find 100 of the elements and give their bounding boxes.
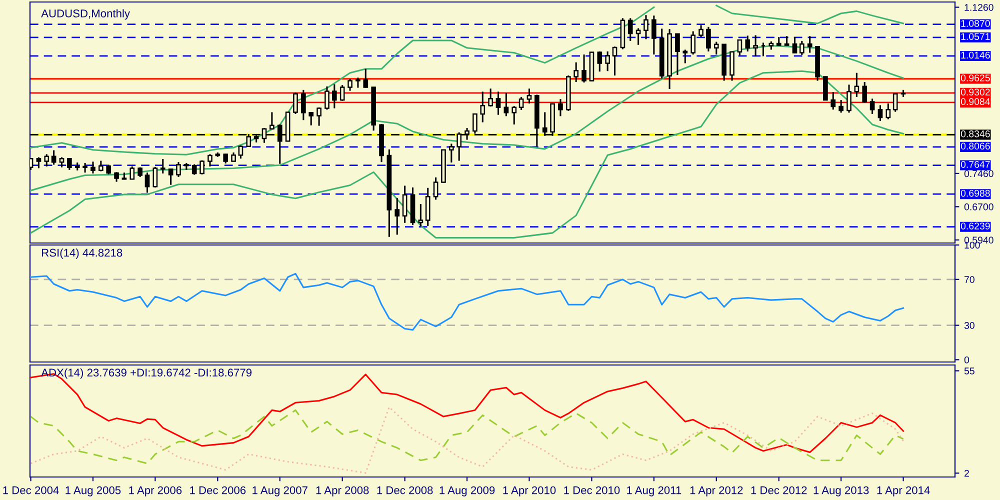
candlestick (784, 35, 790, 46)
candlestick (44, 153, 50, 168)
candlestick (270, 111, 274, 130)
candlestick (628, 17, 633, 42)
x-tick-label: 1 Dec 2006 (190, 486, 246, 494)
candlestick (448, 142, 454, 164)
x-tick-label: 1 Apr 2014 (877, 486, 930, 496)
candlestick (612, 46, 618, 76)
ref-line-label: 1.0870 (961, 20, 990, 27)
chart-title: ADX(14) 23.7639 +DI:19.6742 -DI:18.6779 (41, 368, 252, 379)
chart-title: RSI(14) 44.8218 (42, 248, 122, 259)
candlestick (356, 76, 360, 88)
candlestick (293, 92, 298, 115)
x-tick-label: 1 Dec 2012 (751, 486, 807, 494)
candlestick (582, 54, 586, 84)
candlestick (496, 90, 501, 116)
ref-line-label: 0.9084 (960, 98, 990, 106)
candlestick (792, 36, 798, 54)
x-tick-label: 1 Aug 2009 (440, 486, 495, 496)
candlestick (745, 34, 750, 52)
ref-line-label: 1.0146 (961, 52, 990, 59)
candlestick (730, 51, 734, 82)
candlestick (82, 162, 88, 174)
candlestick (878, 104, 883, 122)
y-tick-label: 100 (964, 242, 980, 249)
ref-line-label: 0.9625 (960, 74, 990, 82)
candlestick (130, 166, 135, 180)
candlestick (682, 48, 688, 64)
candlestick (753, 34, 758, 57)
y-tick-label: 55 (964, 368, 974, 374)
candlestick (67, 157, 72, 171)
x-tick-label: 1 Aug 2013 (814, 486, 869, 496)
candlestick (433, 176, 438, 200)
x-tick-label: 1 Apr 2012 (690, 486, 743, 496)
ref-line-label: 0.8346 (960, 130, 990, 138)
candlestick (605, 50, 610, 72)
candlestick (106, 164, 112, 176)
candlestick (870, 98, 875, 115)
candlestick (823, 76, 828, 102)
candlestick (652, 14, 656, 56)
candlestick (698, 24, 704, 38)
line-series (30, 406, 904, 474)
candlestick (208, 153, 212, 168)
candlestick (192, 164, 197, 176)
candlestick (316, 106, 322, 127)
y-tick-label: 2 (964, 470, 969, 477)
candlestick (340, 84, 345, 102)
candlestick (418, 203, 424, 228)
candlestick (862, 81, 868, 104)
candlestick (512, 105, 517, 126)
candlestick (394, 197, 400, 236)
x-tick-label: 1 Apr 2010 (503, 486, 556, 496)
line-series (30, 409, 904, 464)
candlestick (892, 93, 898, 113)
line-series (30, 272, 904, 331)
candlestick (308, 112, 314, 126)
candlestick (425, 187, 430, 227)
candlestick (504, 92, 509, 117)
y-tick-label: 0 (964, 356, 970, 364)
ref-line-label: 0.8066 (960, 142, 990, 150)
candlestick (98, 160, 104, 172)
candlestick (675, 33, 680, 76)
candlestick (168, 168, 174, 186)
ref-line-label: 1.0571 (961, 33, 990, 40)
candlestick (558, 98, 563, 117)
candlestick (518, 96, 524, 111)
x-tick-label: 1 Aug 2007 (252, 486, 308, 496)
candlestick (886, 102, 891, 120)
candlestick (402, 184, 408, 224)
text: AUDUSD,Monthly (41, 9, 130, 20)
y-tick-label: 70 (964, 276, 974, 284)
candlestick (238, 144, 244, 160)
candlestick (36, 156, 42, 169)
candlestick (363, 68, 368, 88)
candlestick (799, 40, 804, 56)
candlestick (636, 27, 641, 46)
candlestick (488, 88, 493, 108)
x-tick-label: 1 Aug 2005 (66, 486, 121, 496)
x-tick-label: 1 Dec 2010 (564, 486, 620, 494)
candlestick (690, 30, 696, 56)
x-tick-label: 1 Aug 2011 (627, 486, 682, 496)
candlestick (737, 38, 742, 56)
candlestick (51, 150, 56, 166)
ref-line-label: 0.6239 (960, 222, 990, 230)
x-tick-label: 1 Apr 2008 (316, 486, 369, 496)
candlestick (332, 83, 337, 110)
candlestick (574, 62, 579, 83)
candlestick (526, 88, 532, 104)
x-tick-label: 1 Dec 2004 (3, 486, 59, 494)
candlestick (854, 72, 860, 98)
candlestick (176, 161, 181, 178)
candlestick (144, 172, 150, 194)
candlestick (714, 41, 719, 56)
candlestick (706, 26, 711, 52)
y-tick-label: 1.1260 (964, 4, 994, 11)
candlestick (152, 166, 158, 188)
candlestick (480, 90, 486, 124)
y-tick-label: 30 (964, 322, 974, 329)
x-tick-label: 1 Apr 2006 (129, 486, 182, 496)
ref-line-label: 0.9302 (960, 88, 990, 96)
